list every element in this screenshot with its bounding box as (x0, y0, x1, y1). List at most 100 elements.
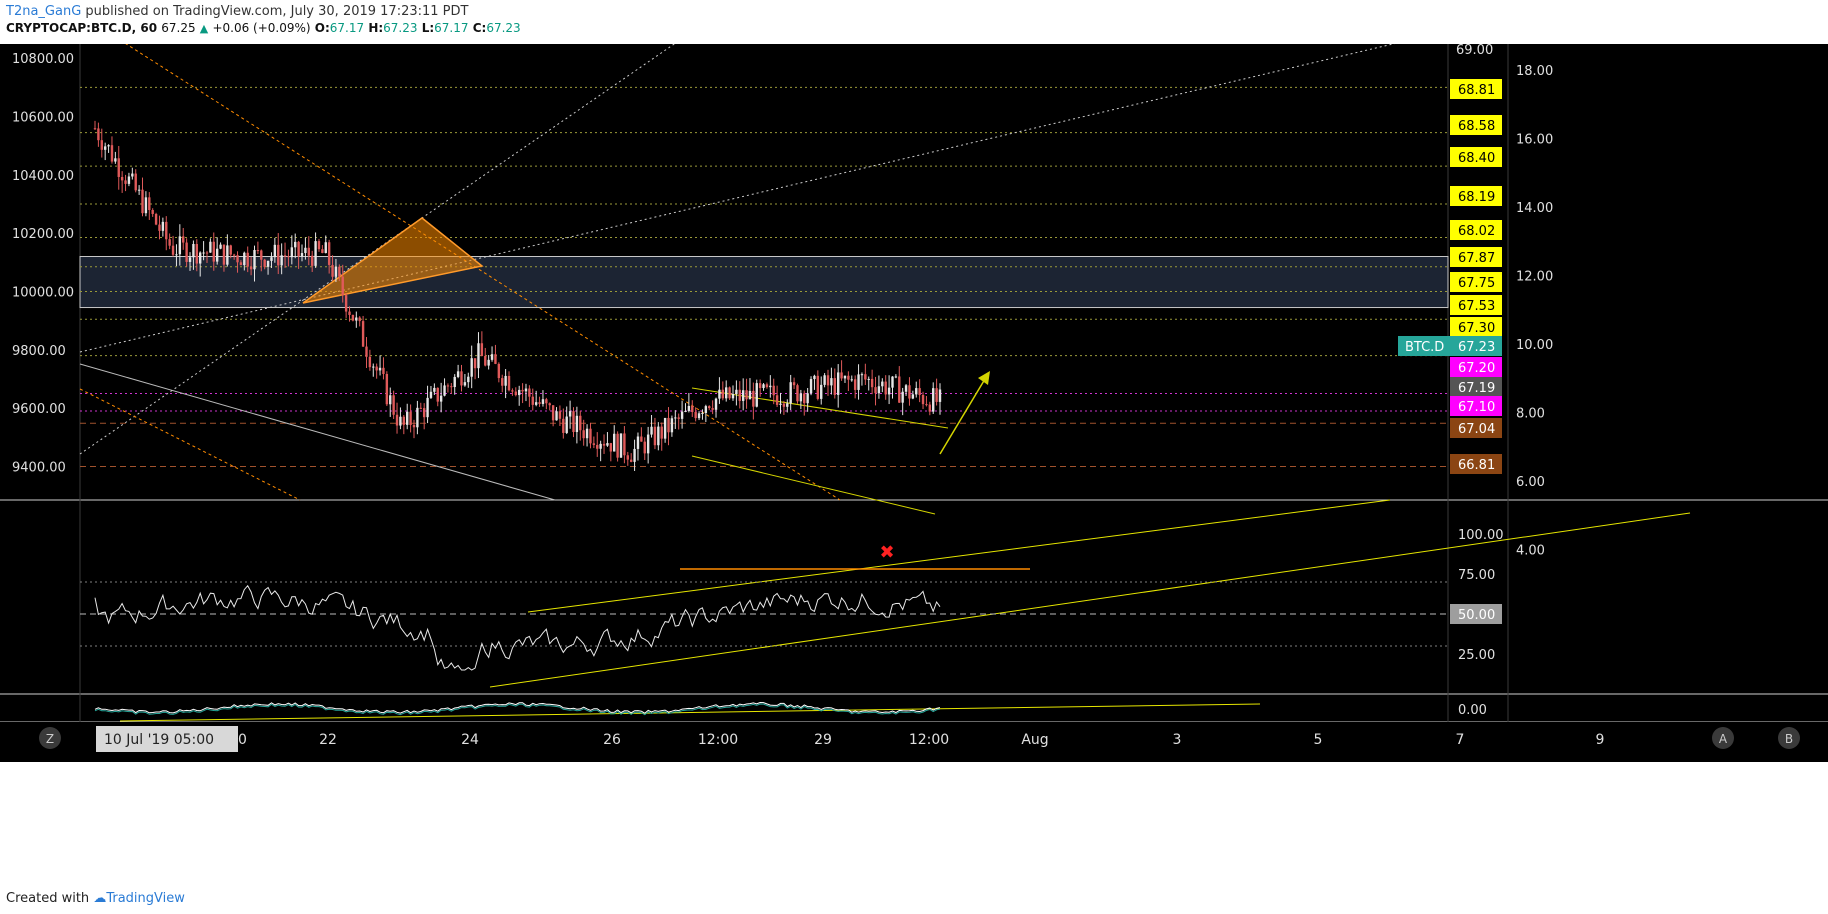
author-link[interactable]: T2na_GanG (6, 4, 82, 19)
candle-body (222, 244, 226, 265)
candle-body (663, 417, 667, 439)
candle-body (731, 394, 735, 399)
candle-body (497, 363, 501, 379)
auto-scale-button[interactable] (1712, 727, 1734, 749)
auto-scale-button-label: A (1719, 732, 1728, 746)
candle-body (531, 396, 534, 405)
candle-body (331, 264, 334, 277)
candle-body (877, 386, 881, 394)
candle-body (171, 245, 175, 255)
candle-body (436, 387, 439, 402)
candle-body (317, 241, 321, 250)
candle-body (687, 405, 691, 411)
candle-body (93, 128, 97, 130)
candle-body (283, 255, 287, 257)
yellow-arrow-head-icon (978, 371, 990, 385)
candle-body (463, 382, 467, 386)
candle-body (195, 243, 199, 264)
yellow-channel-upper[interactable] (691, 387, 949, 429)
candle-body (796, 385, 799, 402)
price-label-box (1450, 336, 1502, 356)
tradingview-brand-link[interactable]: TradingView (106, 891, 185, 906)
rsi-channel-upper[interactable] (527, 499, 1391, 613)
candle-body (606, 443, 609, 446)
candle-body (473, 358, 477, 369)
close-label: C: (472, 21, 487, 35)
orange-downtrend-line[interactable] (79, 388, 301, 501)
candle-body (579, 415, 582, 431)
price-label-box (1450, 186, 1502, 206)
candle-body (660, 426, 663, 439)
price-label-text: 67.23 (1458, 340, 1495, 355)
candle-body (270, 257, 273, 261)
candle-body (629, 459, 633, 462)
diagonal-dotted-line[interactable] (79, 39, 681, 455)
candle-body (840, 372, 843, 379)
candle-body (443, 385, 446, 396)
zoom-button[interactable] (39, 727, 61, 749)
candle-body (253, 250, 256, 270)
candle-body (294, 241, 297, 248)
yellow-breakout-arrow[interactable] (939, 373, 989, 455)
scale-mode-button[interactable] (1778, 727, 1800, 749)
candle-body (636, 436, 640, 449)
orange-triangle-pattern[interactable] (302, 217, 484, 304)
candle-body (769, 385, 772, 388)
price-label-text: 68.02 (1458, 224, 1495, 239)
candle-body (538, 402, 541, 404)
candle-body (412, 424, 416, 428)
x-cursor-box (96, 726, 238, 752)
price-label-box (1450, 295, 1502, 315)
x-tick-label: 3 (1173, 732, 1182, 748)
candle-body (154, 213, 158, 225)
macd-trend-line[interactable] (119, 703, 1261, 722)
candle-body (175, 254, 178, 256)
candle-body (199, 252, 202, 264)
candle-body (694, 412, 697, 419)
chart-svg[interactable]: ✖ 10800.00 10600.00 10400.00 10200.00 10000.… (0, 39, 1828, 884)
candle-body (273, 244, 277, 258)
candle-body (534, 402, 538, 405)
candle-body (137, 189, 141, 191)
price-label-box (1450, 317, 1502, 337)
scale-mode-button-label: B (1785, 732, 1793, 746)
candle-body (904, 385, 908, 392)
candle-body (677, 417, 680, 419)
candle-body (765, 384, 769, 388)
candle-body (178, 236, 182, 255)
rsi-channel-lower[interactable] (489, 512, 1691, 688)
candle-body (243, 252, 246, 266)
candle-body (572, 411, 575, 433)
candle-body (249, 266, 253, 270)
candle-body (134, 173, 137, 191)
open-label: O: (314, 21, 330, 35)
candle-body (110, 145, 114, 162)
price-label-text: 67.75 (1458, 276, 1495, 291)
grey-trend-line[interactable] (79, 363, 556, 501)
price-tick-label: 9400.00 (12, 460, 66, 475)
candle-body (718, 389, 721, 399)
x-tick-label: 24 (461, 732, 479, 748)
chart-area[interactable]: ✖ 10800.00 10600.00 10400.00 10200.00 10000.… (0, 39, 1828, 884)
candle-body (891, 376, 894, 388)
candle-body (813, 375, 816, 380)
candle-body (229, 245, 232, 255)
yellow-channel-lower[interactable] (691, 455, 936, 515)
symbol-label[interactable]: CRYPTOCAP:BTC.D, 60 (6, 21, 158, 35)
rsi-tick-label: 100.00 (1458, 528, 1504, 543)
candle-body (789, 382, 792, 404)
candle-body (792, 382, 796, 386)
candle-body (368, 356, 372, 368)
candle-body (406, 411, 409, 425)
candle-body (165, 221, 168, 240)
candle-body (596, 444, 599, 449)
price-tick-label: 10800.00 (12, 52, 74, 67)
macd-tick-label: 0.00 (1458, 703, 1487, 718)
price-tick-label: 10200.00 (12, 227, 74, 242)
candle-body (219, 244, 222, 249)
candle-body (870, 378, 874, 388)
candle-body (327, 242, 331, 265)
candle-body (887, 387, 891, 395)
orange-downtrend-line[interactable] (119, 39, 841, 501)
rsi-tick-label: 75.00 (1458, 568, 1495, 583)
